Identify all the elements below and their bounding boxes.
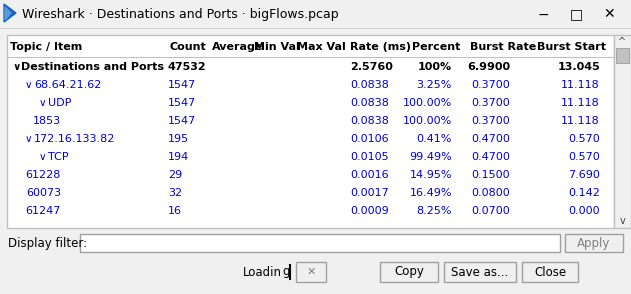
Bar <box>80 234 560 252</box>
Text: 11.118: 11.118 <box>561 80 600 90</box>
Text: 2.5760: 2.5760 <box>350 62 393 72</box>
Bar <box>522 262 578 282</box>
Text: 14.95%: 14.95% <box>410 170 452 180</box>
Text: ∨: ∨ <box>25 134 33 144</box>
Bar <box>444 262 516 282</box>
Text: 100%: 100% <box>418 62 452 72</box>
Polygon shape <box>5 7 11 20</box>
Text: Max Val: Max Val <box>297 42 346 52</box>
Bar <box>0 0 631 28</box>
Text: 0.000: 0.000 <box>569 206 600 216</box>
Text: ∨: ∨ <box>39 152 47 162</box>
Text: 0.3700: 0.3700 <box>471 80 510 90</box>
Text: 0.0700: 0.0700 <box>471 206 510 216</box>
Text: 11.118: 11.118 <box>561 98 600 108</box>
Text: 0.0838: 0.0838 <box>350 116 389 126</box>
Text: 32: 32 <box>168 188 182 198</box>
Text: 99.49%: 99.49% <box>410 152 452 162</box>
Text: Count: Count <box>170 42 207 52</box>
Text: ∨: ∨ <box>39 98 47 108</box>
Text: 29: 29 <box>168 170 182 180</box>
Text: Destinations and Ports: Destinations and Ports <box>21 62 164 72</box>
Text: Display filter:: Display filter: <box>8 236 87 250</box>
Text: ∨: ∨ <box>12 62 20 72</box>
Text: 6.9900: 6.9900 <box>467 62 510 72</box>
Bar <box>614 35 631 228</box>
Text: Save as...: Save as... <box>451 265 509 278</box>
Text: Apply: Apply <box>577 236 611 250</box>
Text: 47532: 47532 <box>168 62 206 72</box>
Text: Average: Average <box>212 42 263 52</box>
Text: □: □ <box>569 8 582 21</box>
Text: 3.25%: 3.25% <box>416 80 452 90</box>
Text: 100.00%: 100.00% <box>403 98 452 108</box>
Text: 0.0016: 0.0016 <box>350 170 389 180</box>
Text: 13.045: 13.045 <box>557 62 600 72</box>
Text: Loadin: Loadin <box>243 265 282 278</box>
Text: UDP: UDP <box>48 98 71 108</box>
Text: Topic / Item: Topic / Item <box>10 42 82 52</box>
Text: 16.49%: 16.49% <box>410 188 452 198</box>
Text: 0.0009: 0.0009 <box>350 206 389 216</box>
Text: g: g <box>282 265 290 278</box>
Text: TCP: TCP <box>48 152 69 162</box>
Text: Wireshark · Destinations and Ports · bigFlows.pcap: Wireshark · Destinations and Ports · big… <box>22 8 339 21</box>
Text: 0.0017: 0.0017 <box>350 188 389 198</box>
Text: Burst Rate: Burst Rate <box>470 42 536 52</box>
Text: ✕: ✕ <box>306 267 316 277</box>
Text: 1547: 1547 <box>168 98 196 108</box>
Text: 0.0105: 0.0105 <box>350 152 389 162</box>
Text: 195: 195 <box>168 134 189 144</box>
Text: Close: Close <box>534 265 566 278</box>
Text: 1547: 1547 <box>168 116 196 126</box>
Text: 11.118: 11.118 <box>561 116 600 126</box>
Text: 0.41%: 0.41% <box>416 134 452 144</box>
Text: ✕: ✕ <box>603 8 615 21</box>
Bar <box>7 35 614 228</box>
Text: 1547: 1547 <box>168 80 196 90</box>
Text: 0.0838: 0.0838 <box>350 80 389 90</box>
Text: 0.142: 0.142 <box>568 188 600 198</box>
Text: 61247: 61247 <box>26 206 61 216</box>
Text: 0.0106: 0.0106 <box>350 134 389 144</box>
Text: 0.3700: 0.3700 <box>471 116 510 126</box>
Text: 0.0838: 0.0838 <box>350 98 389 108</box>
Text: −: − <box>537 8 549 21</box>
Text: Copy: Copy <box>394 265 424 278</box>
Text: 194: 194 <box>168 152 189 162</box>
Text: 60073: 60073 <box>26 188 61 198</box>
Text: ^: ^ <box>618 37 627 47</box>
Bar <box>616 48 629 63</box>
Text: Burst Start: Burst Start <box>537 42 606 52</box>
Text: 1853: 1853 <box>33 116 61 126</box>
Text: Min Val: Min Val <box>254 42 300 52</box>
Text: 0.3700: 0.3700 <box>471 98 510 108</box>
Text: 0.0800: 0.0800 <box>471 188 510 198</box>
Polygon shape <box>4 4 16 22</box>
Text: Percent: Percent <box>412 42 461 52</box>
Text: 0.1500: 0.1500 <box>471 170 510 180</box>
Text: 16: 16 <box>168 206 182 216</box>
Bar <box>380 262 438 282</box>
Text: 0.4700: 0.4700 <box>471 152 510 162</box>
Text: 61228: 61228 <box>26 170 61 180</box>
Text: 0.4700: 0.4700 <box>471 134 510 144</box>
Text: ∨: ∨ <box>25 80 33 90</box>
Bar <box>296 262 326 282</box>
Text: 8.25%: 8.25% <box>416 206 452 216</box>
Text: 68.64.21.62: 68.64.21.62 <box>34 80 102 90</box>
Bar <box>565 234 623 252</box>
Text: 7.690: 7.690 <box>568 170 600 180</box>
Text: 0.570: 0.570 <box>569 152 600 162</box>
Text: Rate (ms): Rate (ms) <box>350 42 411 52</box>
Text: v: v <box>620 216 625 226</box>
Text: 100.00%: 100.00% <box>403 116 452 126</box>
Text: 172.16.133.82: 172.16.133.82 <box>34 134 115 144</box>
Text: 0.570: 0.570 <box>569 134 600 144</box>
